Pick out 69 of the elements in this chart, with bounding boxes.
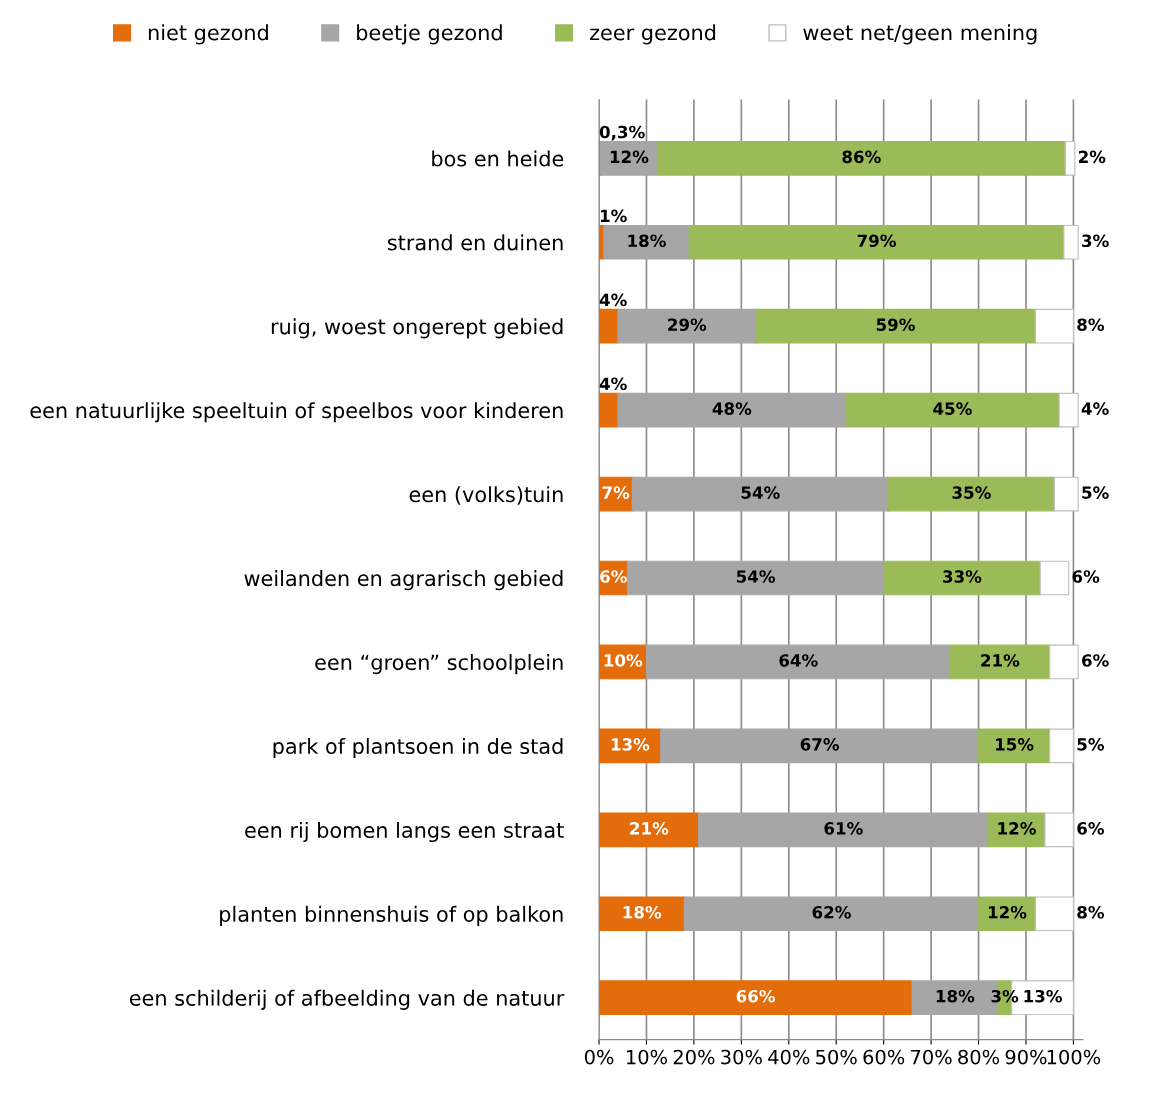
data-label: 3% bbox=[1082, 234, 1109, 248]
y-tick-label: planten binnenshuis of op balkon bbox=[220, 905, 563, 926]
x-tick-label: 90% bbox=[1005, 1049, 1047, 1065]
data-label: 6% bbox=[1077, 822, 1105, 835]
y-tick-label: een rij bomen langs een straat bbox=[245, 821, 564, 843]
data-label: 59% bbox=[876, 318, 915, 332]
legend-label: beetje gezond bbox=[357, 24, 502, 45]
data-label: 5% bbox=[1077, 738, 1105, 751]
y-tick-label: weilanden en agrarisch gebied bbox=[244, 570, 563, 591]
y-tick-label: een “groen” schoolplein bbox=[315, 654, 563, 675]
x-tick-label: 40% bbox=[768, 1049, 810, 1065]
y-tick-label: strand en duinen bbox=[387, 234, 563, 251]
y-tick-label: een natuurlijke speeltuin of speelbos voor kinderen bbox=[30, 402, 563, 423]
x-tick-label: 100% bbox=[1047, 1049, 1101, 1065]
data-label: 86% bbox=[842, 150, 881, 164]
data-label: 48% bbox=[712, 402, 752, 415]
data-label: 6% bbox=[1072, 570, 1100, 583]
data-label: 18% bbox=[623, 905, 662, 919]
data-label: 4% bbox=[599, 377, 627, 391]
data-label: 8% bbox=[1077, 905, 1105, 919]
data-label: 12% bbox=[610, 150, 649, 164]
data-label: 12% bbox=[998, 822, 1036, 835]
data-label: 12% bbox=[988, 905, 1027, 919]
data-label: 18% bbox=[936, 989, 975, 1003]
data-label: 66% bbox=[736, 989, 775, 1003]
data-label: 33% bbox=[943, 570, 982, 583]
data-label: 6% bbox=[1082, 654, 1109, 667]
data-label: 45% bbox=[933, 402, 972, 415]
data-label: 8% bbox=[1077, 318, 1105, 332]
data-label: 10% bbox=[604, 654, 643, 667]
legend-label: zeer gezond bbox=[589, 24, 716, 45]
data-label: 2% bbox=[1078, 150, 1106, 164]
data-label: 79% bbox=[857, 234, 896, 248]
data-label: 29% bbox=[668, 318, 707, 332]
y-tick-label: een schilderij of afbeelding van de natuur bbox=[129, 989, 565, 1010]
data-label: 6% bbox=[600, 570, 627, 583]
legend-label: weet net/geen mening bbox=[803, 24, 1037, 45]
data-label: 18% bbox=[628, 234, 666, 248]
x-tick-label: 80% bbox=[958, 1049, 1000, 1065]
data-label: 54% bbox=[741, 486, 780, 499]
x-tick-label: 20% bbox=[673, 1049, 715, 1065]
data-label: 0,3% bbox=[599, 125, 645, 141]
x-tick-label: 50% bbox=[816, 1049, 857, 1065]
y-tick-label: een (volks)tuin bbox=[409, 486, 563, 505]
data-label: 4% bbox=[599, 293, 627, 307]
y-tick-label: park of plantsoen in de stad bbox=[273, 737, 563, 759]
data-label: 13% bbox=[1024, 989, 1062, 1003]
data-label: 54% bbox=[736, 570, 775, 583]
data-label: 35% bbox=[952, 486, 991, 499]
x-tick-label: 30% bbox=[721, 1049, 762, 1065]
data-label: 5% bbox=[1082, 486, 1109, 499]
data-label: 64% bbox=[779, 654, 818, 667]
data-label: 1% bbox=[600, 209, 627, 223]
y-tick-label: bos en heide bbox=[432, 150, 564, 167]
data-label: 7% bbox=[602, 486, 630, 499]
data-label: 15% bbox=[996, 738, 1034, 751]
x-tick-label: 70% bbox=[911, 1049, 952, 1065]
data-label: 61% bbox=[824, 822, 863, 835]
data-label: 4% bbox=[1081, 402, 1109, 415]
x-tick-label: 0% bbox=[584, 1049, 614, 1065]
data-label: 62% bbox=[812, 905, 851, 919]
y-tick-label: ruig, woest ongerept gebied bbox=[271, 318, 563, 339]
data-label: 13% bbox=[611, 738, 650, 751]
x-tick-label: 10% bbox=[627, 1049, 668, 1065]
data-label: 67% bbox=[800, 738, 840, 751]
data-label: 21% bbox=[981, 654, 1020, 667]
data-label: 21% bbox=[630, 822, 669, 835]
legend-label: niet gezond bbox=[148, 24, 268, 45]
x-tick-label: 60% bbox=[863, 1049, 905, 1065]
